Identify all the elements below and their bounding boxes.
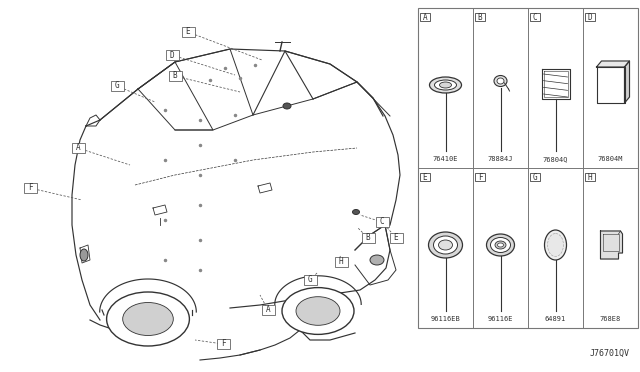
Text: F: F	[477, 173, 483, 182]
Bar	[420, 13, 430, 21]
Text: 64891: 64891	[545, 316, 566, 322]
Text: B: B	[365, 234, 371, 243]
Bar	[166, 50, 179, 60]
Text: C: C	[532, 13, 538, 22]
Text: C: C	[380, 218, 384, 227]
Ellipse shape	[494, 76, 507, 87]
Bar	[168, 71, 182, 81]
Text: 96116E: 96116E	[488, 316, 513, 322]
Bar	[585, 173, 595, 181]
Polygon shape	[625, 61, 630, 103]
Text: D: D	[588, 13, 592, 22]
Ellipse shape	[435, 80, 456, 90]
Text: E: E	[422, 173, 428, 182]
Text: D: D	[170, 51, 174, 60]
Text: 76804M: 76804M	[598, 156, 623, 162]
Ellipse shape	[123, 302, 173, 336]
Ellipse shape	[490, 237, 511, 253]
Ellipse shape	[440, 82, 451, 88]
Text: F: F	[28, 183, 32, 192]
Text: G: G	[532, 173, 538, 182]
Text: G: G	[115, 81, 119, 90]
Bar	[24, 183, 36, 193]
Bar	[111, 81, 124, 91]
Ellipse shape	[80, 249, 88, 261]
Ellipse shape	[296, 297, 340, 325]
Ellipse shape	[433, 236, 458, 254]
Bar	[418, 8, 638, 328]
Text: 768E8: 768E8	[600, 316, 621, 322]
Bar	[475, 173, 485, 181]
Ellipse shape	[429, 232, 463, 258]
Ellipse shape	[282, 288, 354, 334]
Text: B: B	[477, 13, 483, 22]
Ellipse shape	[429, 77, 461, 93]
Polygon shape	[600, 231, 623, 259]
Ellipse shape	[497, 78, 504, 84]
Text: B: B	[173, 71, 177, 80]
Text: H: H	[339, 257, 343, 266]
Bar	[530, 13, 540, 21]
Polygon shape	[596, 61, 630, 67]
Ellipse shape	[545, 230, 566, 260]
Bar	[390, 233, 403, 243]
Text: F: F	[221, 340, 225, 349]
Ellipse shape	[107, 292, 189, 346]
Bar	[72, 143, 84, 153]
Text: E: E	[394, 234, 398, 243]
Bar	[475, 13, 485, 21]
Bar	[335, 257, 348, 267]
Bar	[420, 173, 430, 181]
Text: A: A	[266, 305, 270, 314]
Ellipse shape	[283, 103, 291, 109]
Bar	[216, 339, 230, 349]
Bar	[182, 27, 195, 37]
Ellipse shape	[486, 234, 515, 256]
Text: 78884J: 78884J	[488, 156, 513, 162]
Bar	[362, 233, 374, 243]
Ellipse shape	[497, 243, 504, 247]
Text: 76804Q: 76804Q	[543, 156, 568, 162]
Bar	[585, 13, 595, 21]
Text: 76410E: 76410E	[433, 156, 458, 162]
Text: A: A	[422, 13, 428, 22]
Text: A: A	[76, 144, 80, 153]
Ellipse shape	[370, 255, 384, 265]
Text: E: E	[186, 28, 190, 36]
Bar	[376, 217, 388, 227]
Ellipse shape	[547, 234, 563, 257]
Bar	[303, 275, 317, 285]
Text: H: H	[588, 173, 592, 182]
Bar	[530, 173, 540, 181]
Ellipse shape	[438, 240, 452, 250]
Text: G: G	[308, 276, 312, 285]
Ellipse shape	[495, 241, 506, 249]
Ellipse shape	[353, 209, 360, 215]
Text: J76701QV: J76701QV	[590, 349, 630, 358]
Text: 96116EB: 96116EB	[431, 316, 460, 322]
Bar	[262, 305, 275, 315]
